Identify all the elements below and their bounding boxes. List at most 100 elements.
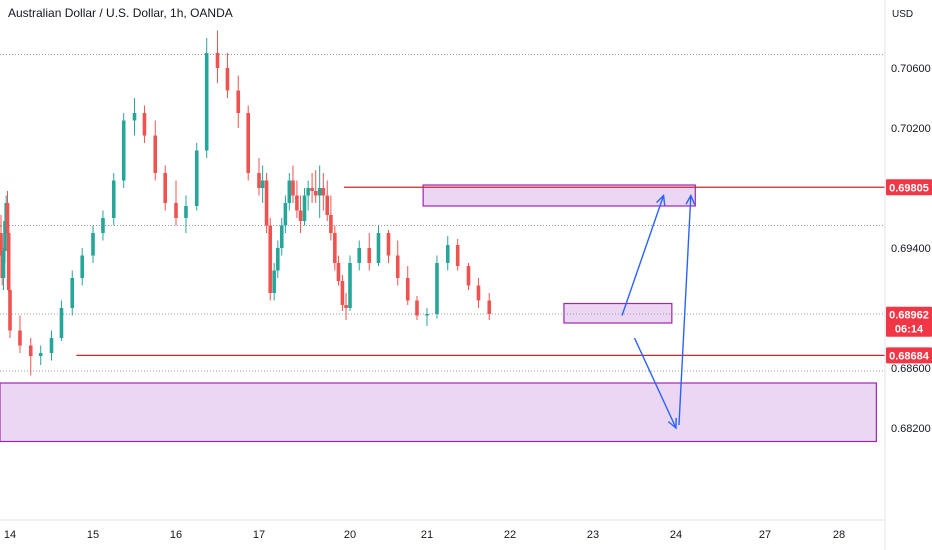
- candle-body: [6, 233, 11, 290]
- candle-body: [302, 195, 307, 221]
- time-tick-label: 27: [759, 529, 771, 541]
- projection-arrow: [678, 195, 692, 426]
- candle-body: [38, 353, 43, 356]
- projection-arrow: [621, 195, 665, 316]
- candle-body: [264, 180, 269, 226]
- levels-layer: [0, 54, 885, 372]
- countdown-label: 06:14: [895, 324, 924, 336]
- time-tick-label: 24: [670, 529, 682, 541]
- candle-body: [425, 314, 429, 316]
- candle-body: [204, 53, 209, 151]
- candle-body: [487, 300, 492, 314]
- price-level-tag-label: 0.68684: [889, 350, 930, 362]
- candle-body: [184, 206, 188, 218]
- arrow-head: [667, 417, 677, 430]
- candle-body: [310, 188, 314, 191]
- candle-body: [18, 330, 22, 346]
- candle-body: [405, 278, 410, 301]
- candle-body: [298, 210, 303, 221]
- candle-body: [329, 215, 333, 233]
- price-tick-label: 0.70600: [891, 63, 931, 75]
- candle-body: [80, 255, 85, 278]
- zones-layer: [0, 184, 877, 443]
- candle-body: [174, 203, 178, 218]
- price-tick-label: 0.69400: [891, 243, 931, 255]
- candle-body: [344, 305, 348, 308]
- candle-body: [313, 191, 318, 196]
- price-level-tag: [886, 347, 932, 364]
- zone-rect: [422, 184, 696, 207]
- candle-body: [272, 270, 276, 293]
- candle-body: [142, 113, 147, 136]
- candle-body: [260, 180, 265, 188]
- candle-body: [466, 266, 471, 286]
- candle-body: [236, 90, 241, 113]
- candle-body: [279, 225, 284, 248]
- candle-body: [340, 281, 345, 305]
- time-tick-label: 20: [344, 529, 356, 541]
- currency-label: USD: [892, 9, 914, 20]
- candle-body: [5, 203, 10, 233]
- candle-body: [415, 300, 419, 316]
- candle-body: [225, 68, 230, 91]
- candle-body: [101, 218, 105, 233]
- candle-body: [276, 248, 280, 271]
- candle-body: [49, 338, 54, 353]
- current-price-label: 0.68962: [889, 310, 929, 322]
- candle-body: [376, 233, 381, 263]
- candle-body: [445, 245, 450, 263]
- candle-body: [348, 263, 352, 308]
- candle-body: [336, 263, 341, 281]
- candle-body: [291, 180, 295, 196]
- symbol-title: Australian Dollar / U.S. Dollar, 1h, OAN…: [8, 6, 233, 20]
- candle-body: [321, 188, 326, 196]
- candle-body: [367, 248, 372, 263]
- time-tick-label: 21: [421, 529, 433, 541]
- candle-body: [0, 233, 3, 256]
- arrow-head: [656, 193, 666, 206]
- arrows-layer: [621, 193, 696, 430]
- candle-body: [121, 120, 126, 181]
- candle-body: [268, 225, 273, 293]
- time-tick-label: 14: [4, 529, 16, 541]
- candle-body: [325, 195, 330, 215]
- candle-body: [91, 233, 95, 256]
- candle-body: [194, 150, 199, 206]
- candle-body: [70, 278, 75, 308]
- time-tick-label: 28: [833, 529, 845, 541]
- zone-rect: [0, 382, 877, 443]
- time-axis[interactable]: 14 15 16 17 20 21 22 23 24 27 28: [4, 529, 845, 541]
- candles-layer: [0, 30, 492, 376]
- candle-body: [333, 233, 337, 263]
- candle-body: [111, 180, 116, 218]
- candle-body: [28, 345, 33, 356]
- current-price-tag: [886, 306, 932, 337]
- candle-body: [386, 233, 391, 256]
- candle-body: [215, 53, 220, 68]
- candle-body: [163, 173, 168, 203]
- candle-body: [257, 173, 261, 188]
- time-tick-label: 16: [170, 529, 182, 541]
- candle-body: [8, 290, 12, 331]
- candle-body: [455, 245, 460, 266]
- candle-body: [153, 135, 158, 173]
- projection-arrow: [633, 337, 677, 429]
- time-tick-label: 23: [587, 529, 599, 541]
- candle-body: [395, 255, 400, 278]
- candle-body: [295, 195, 299, 211]
- price-level-tag: [886, 179, 932, 196]
- price-tags: 0.69805 0.68684 0.68962 06:14: [886, 179, 932, 364]
- price-tick-label: 0.68200: [891, 423, 931, 435]
- candle-body: [283, 203, 288, 226]
- price-axis[interactable]: 0.70600 0.70200 0.69400 0.68600 0.68200: [891, 63, 931, 435]
- candle-body: [3, 221, 7, 251]
- candle-body: [317, 188, 322, 196]
- candle-body: [1, 251, 6, 278]
- price-tick-label: 0.70200: [891, 123, 931, 135]
- time-tick-label: 17: [253, 529, 265, 541]
- arrow-head: [685, 193, 696, 205]
- candle-body: [59, 308, 64, 338]
- candle-body: [246, 113, 251, 173]
- zone-rect: [563, 302, 673, 324]
